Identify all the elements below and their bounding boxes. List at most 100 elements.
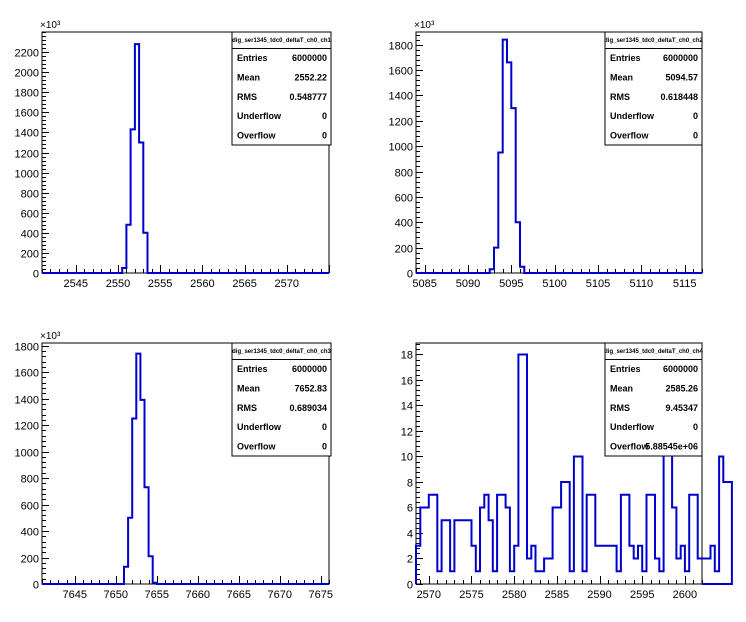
stats-row-value: 2552.22 <box>294 72 327 82</box>
y-tick-label: 200 <box>21 554 39 566</box>
stats-row-value: 0 <box>322 131 327 141</box>
stats-row-value: 0 <box>693 422 698 432</box>
stats-row-label: Overflow <box>237 131 277 141</box>
stats-row-label: Mean <box>610 72 633 82</box>
stats-row-value: 0.689034 <box>289 403 327 413</box>
histogram-series <box>42 43 329 274</box>
stats-row-label: Overflow <box>610 442 650 452</box>
y-tick-label: 1000 <box>15 448 39 460</box>
stats-row-value: 0 <box>322 422 327 432</box>
y-tick-label: 800 <box>395 168 413 180</box>
stats-row-value: 5094.57 <box>665 72 698 82</box>
y-tick-label: 0 <box>33 580 39 592</box>
stats-row-value: 7652.83 <box>294 383 327 393</box>
x-tick-label: 2590 <box>587 589 611 601</box>
y-tick-label: 1200 <box>15 149 39 161</box>
y-tick-label: 14 <box>401 401 413 413</box>
stats-row-label: Underflow <box>610 422 655 432</box>
y-tick-label: 0 <box>407 580 413 592</box>
stats-box-frame <box>231 31 332 146</box>
x-tick-label: 2595 <box>630 589 654 601</box>
x-tick-label: 2555 <box>148 278 172 290</box>
y-tick-label: 1400 <box>389 91 413 103</box>
stats-row-label: Underflow <box>237 422 282 432</box>
plot-frame <box>415 342 703 585</box>
stats-box: dig_ser1345_tdc0_deltaT_ch0_ch4 Entries 60… <box>604 342 704 457</box>
stats-row-value: 0 <box>322 111 327 121</box>
stats-box-frame <box>604 342 703 457</box>
y-tick-label: 1800 <box>389 41 413 53</box>
stats-box: dig_ser1345_tdc0_deltaT_ch0_ch1 Entries 60… <box>231 31 332 146</box>
stats-row-label: Underflow <box>610 111 655 121</box>
y-tick-label: 2 <box>407 554 413 566</box>
stats-box: dig_ser1345_tdc0_deltaT_ch0_ch3 Entries 60… <box>231 342 332 457</box>
y-tick-label: 600 <box>395 193 413 205</box>
histogram-series <box>415 353 733 585</box>
y-tick-label: 600 <box>21 501 39 513</box>
y-tick-label: 1000 <box>15 169 39 181</box>
histogram-panel-4: 0 2 4 6 8 10 12 14 16 18 2570 2575 2580 2585 2590 2595 2… <box>401 342 733 601</box>
x-tick-label: 2600 <box>673 589 697 601</box>
y-tick-label: 1800 <box>15 342 39 354</box>
y-tick-label: 2200 <box>15 48 39 60</box>
x-tick-label: 7675 <box>309 589 333 601</box>
y-tick-label: 1000 <box>389 142 413 154</box>
stats-row-label: Mean <box>237 383 260 393</box>
histogram-panel-2: 0 200 400 600 800 1000 1200 1400 1600 1800 5085 509… <box>389 20 704 290</box>
x-tick-label: 5115 <box>673 278 697 290</box>
stats-row-label: Entries <box>237 364 268 374</box>
x-tick-label: 2570 <box>275 278 299 290</box>
y-tick-label: 400 <box>21 229 39 241</box>
histogram-series <box>42 352 329 585</box>
stats-box-title: dig_ser1345_tdc0_deltaT_ch0_ch2 <box>604 38 703 44</box>
y-tick-label: 10 <box>401 452 413 464</box>
stats-row-label: Entries <box>237 53 268 63</box>
stats-row-label: Entries <box>610 53 641 63</box>
x-tick-label: 7660 <box>186 589 210 601</box>
y-tick-label: 2000 <box>15 68 39 80</box>
x-tick-label: 2560 <box>190 278 214 290</box>
stats-row-label: RMS <box>237 92 257 102</box>
y-tick-label: 0 <box>407 269 413 281</box>
stats-row-value: 2585.26 <box>665 383 698 393</box>
y-tick-label: 800 <box>21 189 39 201</box>
x-tick-label: 5110 <box>630 278 654 290</box>
histogram-series <box>416 38 702 274</box>
y-tick-label: 1200 <box>15 421 39 433</box>
stats-row-label: Mean <box>237 72 260 82</box>
y-tick-label: 600 <box>21 209 39 221</box>
y-tick-label: 0 <box>33 269 39 281</box>
stats-row-value: 9.45347 <box>665 403 698 413</box>
stats-box-title: dig_ser1345_tdc0_deltaT_ch0_ch3 <box>232 349 331 355</box>
stats-row-label: RMS <box>610 403 630 413</box>
y-tick-label: 4 <box>407 529 413 541</box>
stats-row-value: 6000000 <box>292 53 327 63</box>
y-tick-label: 400 <box>21 527 39 539</box>
y-tick-label: 1800 <box>15 88 39 100</box>
x-tick-label: 2545 <box>64 278 88 290</box>
x-tick-label: 5085 <box>412 278 436 290</box>
stats-row-value: 0 <box>693 111 698 121</box>
x-tick-label: 2570 <box>417 589 441 601</box>
stats-row-value: 6000000 <box>663 53 698 63</box>
stats-row-value: 6000000 <box>663 364 698 374</box>
y-tick-label: 800 <box>21 474 39 486</box>
x-tick-label: 5090 <box>456 278 480 290</box>
x-tick-label: 2575 <box>459 589 483 601</box>
histogram-panel-1: 0 200 400 600 800 1000 1200 1400 1600 1800 2000 220… <box>15 20 332 290</box>
y-multiplier-label: ×10³ <box>40 20 61 31</box>
x-tick-label: 7670 <box>268 589 292 601</box>
y-tick-label: 1600 <box>389 66 413 78</box>
y-tick-label: 400 <box>395 218 413 230</box>
y-tick-label: 200 <box>395 244 413 256</box>
y-multiplier-label: ×10³ <box>40 331 61 342</box>
x-tick-label: 2565 <box>232 278 256 290</box>
y-tick-label: 18 <box>401 350 413 362</box>
y-tick-label: 1600 <box>15 368 39 380</box>
stats-row-value: 5.88545e+06 <box>645 442 698 452</box>
stats-row-label: Underflow <box>237 111 282 121</box>
y-tick-label: 6 <box>407 503 413 515</box>
stats-box-frame <box>231 342 332 457</box>
stats-row-label: Mean <box>610 383 633 393</box>
